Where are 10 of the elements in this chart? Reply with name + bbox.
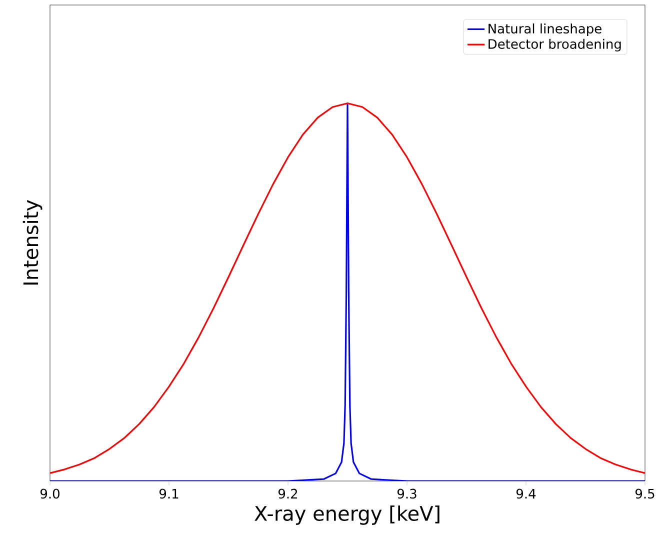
x-tick-label: 9.1 <box>159 488 178 499</box>
x-tick-label: 9.2 <box>278 488 298 499</box>
x-tick-label: 9.4 <box>516 488 536 499</box>
y-axis-title: Intensity <box>22 200 42 285</box>
x-tick-label: 9.0 <box>40 488 60 499</box>
x-tick-label: 9.3 <box>397 488 416 499</box>
x-tick-label: 9.5 <box>635 488 654 499</box>
x-axis-title: X-ray energy [keV] <box>254 506 440 525</box>
legend-label: Detector broadening <box>488 38 621 52</box>
legend-label: Natural lineshape <box>488 23 602 36</box>
